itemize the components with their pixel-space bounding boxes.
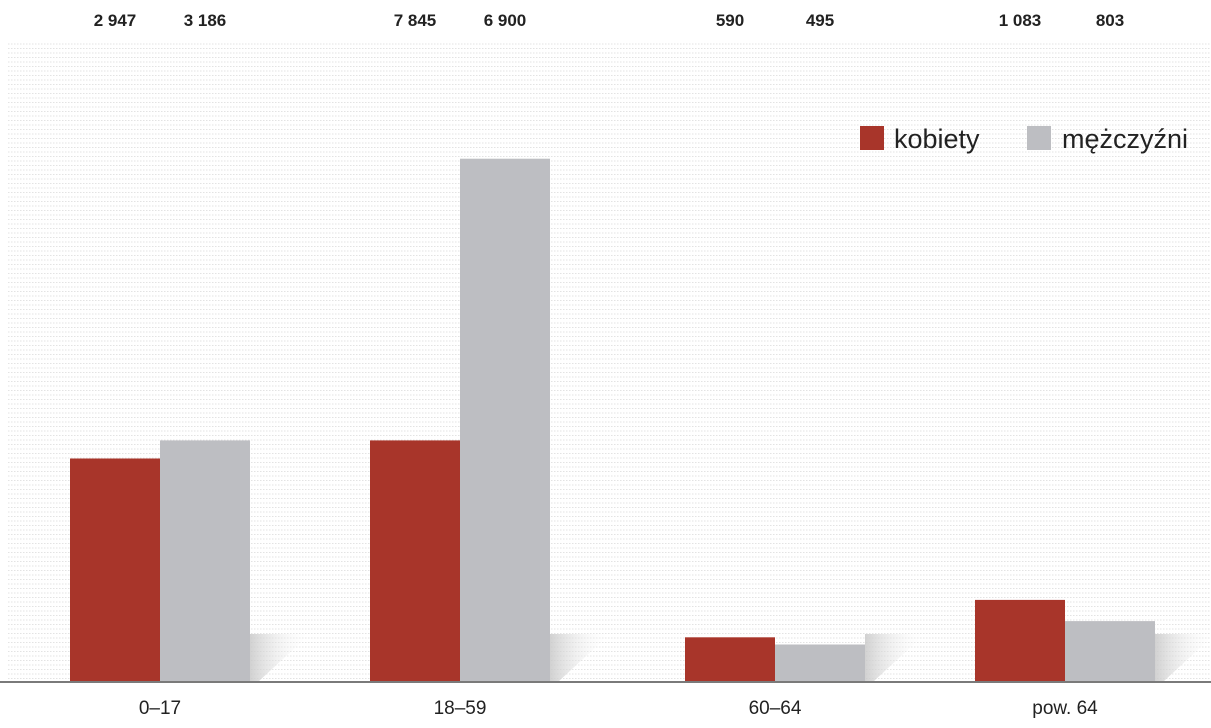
legend: kobiety mężczyźni	[860, 124, 1188, 154]
bars	[70, 158, 1155, 682]
value-label-m-czy-ni-pow-64: 803	[1096, 11, 1124, 30]
legend-label-m-czy-ni: mężczyźni	[1062, 124, 1188, 154]
bar-shadow-18-59	[550, 634, 610, 682]
value-label-kobiety-0-17: 2 947	[94, 11, 137, 30]
bar-shadow-0-17	[250, 634, 310, 682]
bar-kobiety-0-17	[70, 458, 160, 682]
bar-m-czy-ni-pow-64	[1065, 621, 1155, 682]
category-label-pow-64: pow. 64	[1032, 698, 1098, 719]
bar-shadows	[250, 634, 1211, 682]
bar-m-czy-ni-18-59	[460, 158, 550, 682]
bar-shadow-pow-64	[1155, 634, 1211, 682]
legend-label-kobiety: kobiety	[894, 124, 980, 154]
value-label-m-czy-ni-18-59: 6 900	[484, 11, 527, 30]
category-label-60-64: 60–64	[749, 698, 802, 719]
bar-m-czy-ni-0-17	[160, 440, 250, 682]
bar-shadow-60-64	[865, 634, 925, 682]
category-labels: 0–17 18–59 60–64 pow. 64	[139, 698, 1098, 719]
value-label-kobiety-60-64: 590	[716, 11, 744, 30]
value-label-kobiety-18-59: 7 845	[394, 11, 437, 30]
value-labels: 2 947 3 186 7 845 6 900 590 495 1 083 803	[94, 11, 1124, 30]
legend-swatch-m-czy-ni	[1027, 126, 1051, 150]
value-label-kobiety-pow-64: 1 083	[999, 11, 1042, 30]
category-label-18-59: 18–59	[434, 698, 487, 719]
bar-kobiety-pow-64	[975, 599, 1065, 682]
grid-lines	[8, 43, 1211, 679]
value-label-m-czy-ni-60-64: 495	[806, 11, 834, 30]
legend-swatch-kobiety	[860, 126, 884, 150]
bar-kobiety-60-64	[685, 637, 775, 682]
bar-kobiety-18-59	[370, 440, 460, 682]
value-label-m-czy-ni-0-17: 3 186	[184, 11, 227, 30]
bar-m-czy-ni-60-64	[775, 644, 865, 682]
category-label-0-17: 0–17	[139, 698, 181, 719]
